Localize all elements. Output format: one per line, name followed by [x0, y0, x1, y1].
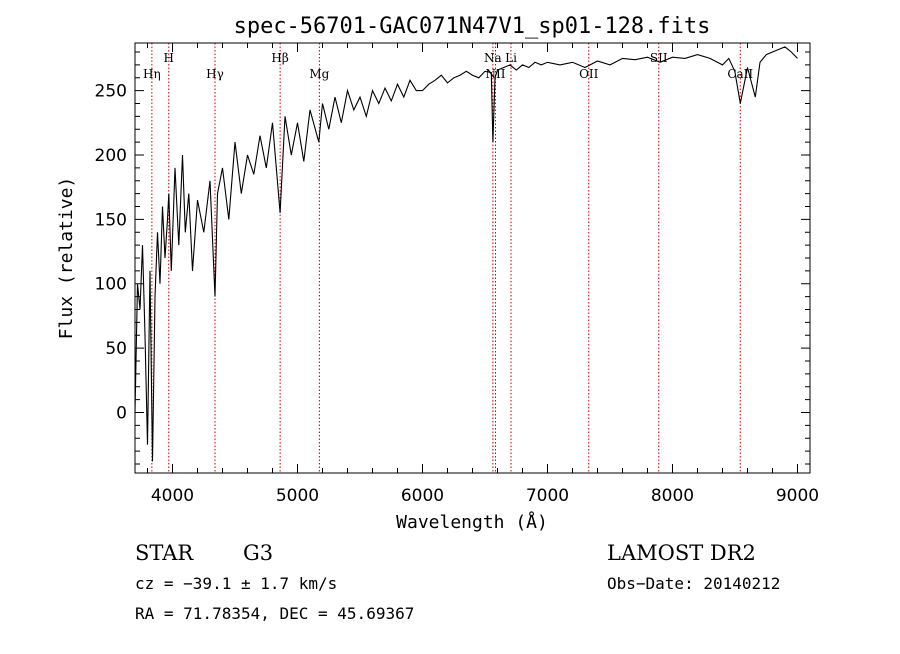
y-tick-label: 250	[95, 82, 127, 102]
observation-date: Obs−Date: 20140212	[607, 574, 780, 593]
x-tick-label: 9000	[776, 486, 819, 506]
marker-label: Li	[505, 51, 517, 65]
marker-label: SII	[650, 51, 668, 65]
survey-release: LAMOST DR2	[607, 541, 756, 565]
marker-label: Na	[484, 51, 502, 65]
x-tick-label: 7000	[526, 486, 569, 506]
x-tick-label: 6000	[401, 486, 444, 506]
x-tick-label: 5000	[276, 486, 319, 506]
ra-dec-coordinates: RA = 71.78354, DEC = 45.69367	[135, 604, 414, 623]
x-tick-label: 4000	[151, 486, 194, 506]
marker-label: Hη	[143, 67, 161, 81]
redshift-cz: cz = −39.1 ± 1.7 km/s	[135, 574, 337, 593]
x-axis-label: Wavelength (Å)	[396, 511, 548, 533]
x-tick-label: 8000	[651, 486, 694, 506]
y-tick-label: 0	[116, 403, 127, 423]
spectral-subclass: G3	[243, 541, 273, 565]
object-type: STAR	[135, 541, 194, 565]
y-tick-label: 50	[105, 339, 127, 359]
y-tick-label: 150	[95, 210, 127, 230]
spectrum-series-line	[134, 46, 798, 462]
marker-label: Hγ	[206, 67, 224, 81]
y-tick-label: 100	[95, 275, 127, 295]
y-axis-label: Flux (relative)	[56, 177, 77, 340]
plot-frame	[134, 42, 811, 474]
marker-label: H	[164, 51, 174, 65]
marker-label: NII	[486, 67, 506, 81]
marker-label: Mg	[309, 67, 329, 81]
marker-label: OII	[579, 67, 599, 81]
y-tick-label: 200	[95, 146, 127, 166]
chart-title: spec-56701-GAC071N47V1_sp01-128.fits	[234, 14, 711, 39]
marker-label: Hβ	[271, 51, 288, 65]
axis-ticks: 4000 5000 6000 7000 8000 9000 0 50 100 150 200 250	[95, 43, 819, 506]
